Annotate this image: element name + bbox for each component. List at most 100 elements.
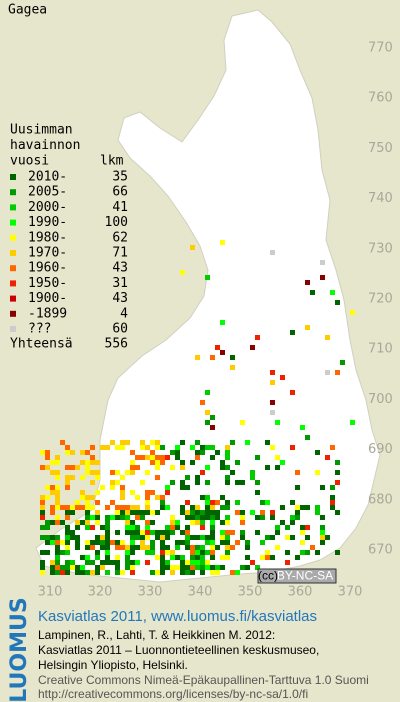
observation-square — [65, 465, 70, 470]
observation-square — [90, 505, 95, 510]
observation-square — [40, 525, 45, 530]
observation-square — [120, 485, 125, 490]
observation-square — [55, 570, 60, 575]
observation-square — [95, 570, 100, 575]
observation-square — [85, 500, 90, 505]
observation-square — [160, 505, 165, 510]
observation-square — [180, 510, 185, 515]
observation-square — [150, 570, 155, 575]
license-label: BY-NC-SA — [277, 569, 333, 583]
observation-square — [125, 440, 130, 445]
observation-square — [55, 495, 60, 500]
observation-square — [230, 545, 235, 550]
observation-square — [95, 515, 100, 520]
observation-square — [350, 310, 355, 315]
observation-square — [290, 515, 295, 520]
y-axis-label: 750 — [368, 141, 393, 156]
observation-square — [350, 420, 355, 425]
observation-square — [120, 475, 125, 480]
observation-square — [160, 500, 165, 505]
observation-square — [210, 530, 215, 535]
observation-square — [50, 505, 55, 510]
observation-square — [75, 545, 80, 550]
observation-square — [155, 465, 160, 470]
observation-square — [95, 540, 100, 545]
observation-square — [190, 445, 195, 450]
observation-square — [195, 520, 200, 525]
observation-square — [150, 490, 155, 495]
x-axis-label: 340 — [188, 585, 213, 600]
observation-square — [50, 485, 55, 490]
observation-square — [265, 550, 270, 555]
observation-square — [230, 440, 235, 445]
observation-square — [220, 320, 225, 325]
observation-square — [70, 510, 75, 515]
observation-square — [240, 530, 245, 535]
observation-square — [300, 525, 305, 530]
observation-square — [200, 545, 205, 550]
observation-square — [205, 445, 210, 450]
observation-square — [235, 540, 240, 545]
observation-square — [150, 460, 155, 465]
observation-square — [265, 555, 270, 560]
observation-square — [205, 495, 210, 500]
observation-square — [80, 490, 85, 495]
observation-square — [225, 520, 230, 525]
observation-square — [155, 530, 160, 535]
observation-square — [325, 535, 330, 540]
observation-square — [100, 565, 105, 570]
observation-square — [265, 440, 270, 445]
observation-square — [55, 470, 60, 475]
observation-square — [130, 565, 135, 570]
legend-swatch — [10, 234, 16, 241]
observation-square — [115, 570, 120, 575]
observation-square — [320, 540, 325, 545]
observation-square — [150, 550, 155, 555]
observation-square — [170, 525, 175, 530]
observation-square — [125, 505, 130, 510]
observation-square — [165, 530, 170, 535]
observation-square — [85, 570, 90, 575]
observation-square — [255, 515, 260, 520]
observation-square — [215, 450, 220, 455]
observation-square — [120, 545, 125, 550]
observation-square — [75, 565, 80, 570]
citation-line: Lampinen, R., Lahti, T. & Heikkinen M. 2… — [38, 628, 275, 642]
observation-square — [220, 350, 225, 355]
observation-square — [175, 450, 180, 455]
observation-square — [130, 530, 135, 535]
observation-square — [200, 535, 205, 540]
observation-square — [80, 565, 85, 570]
observation-square — [295, 510, 300, 515]
observation-square — [110, 480, 115, 485]
observation-square — [250, 510, 255, 515]
observation-square — [55, 500, 60, 505]
observation-square — [160, 550, 165, 555]
observation-square — [245, 555, 250, 560]
observation-square — [170, 530, 175, 535]
observation-square — [195, 440, 200, 445]
observation-square — [225, 500, 230, 505]
legend-swatch — [10, 280, 16, 287]
observation-square — [55, 485, 60, 490]
y-axis-label: 720 — [368, 292, 393, 307]
observation-square — [225, 475, 230, 480]
legend-count: 100 — [105, 215, 128, 230]
observation-square — [210, 545, 215, 550]
observation-square — [145, 530, 150, 535]
observation-square — [180, 465, 185, 470]
observation-square — [160, 495, 165, 500]
observation-square — [45, 540, 50, 545]
observation-square — [165, 565, 170, 570]
observation-square — [190, 515, 195, 520]
legend-heading: Uusimman — [10, 123, 73, 138]
observation-square — [95, 475, 100, 480]
observation-square — [60, 505, 65, 510]
observation-square — [145, 495, 150, 500]
observation-square — [150, 510, 155, 515]
observation-square — [320, 535, 325, 540]
observation-square — [255, 455, 260, 460]
legend-count: 41 — [112, 200, 128, 215]
observation-square — [125, 525, 130, 530]
observation-square — [70, 565, 75, 570]
